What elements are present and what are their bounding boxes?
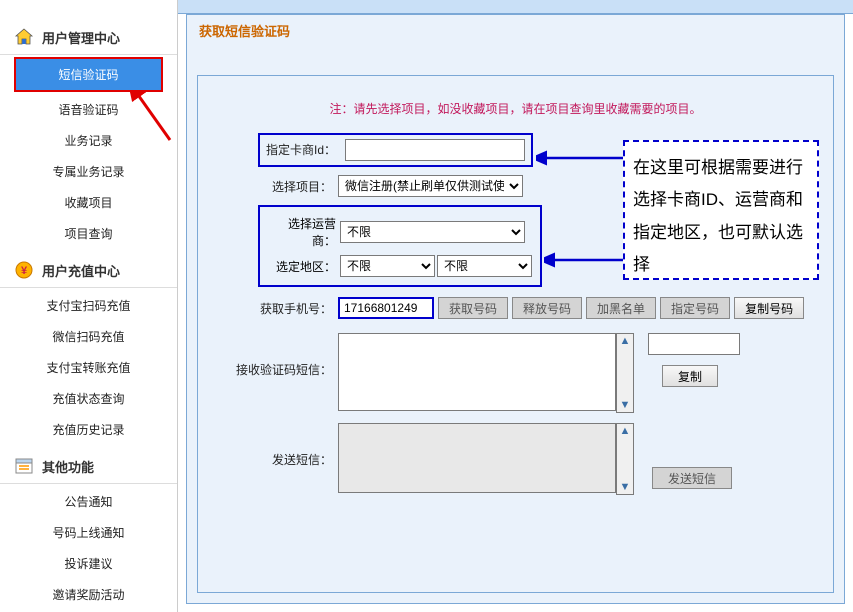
region-select-b[interactable]: 不限 <box>437 255 532 277</box>
menu-number-online[interactable]: 号码上线通知 <box>0 517 177 548</box>
panel-title: 获取短信验证码 <box>187 15 844 46</box>
section-label: 用户充值中心 <box>42 261 120 280</box>
blacklist-button[interactable]: 加黑名单 <box>586 297 656 319</box>
menu-wechat-scan[interactable]: 微信扫码充值 <box>0 321 177 352</box>
sidebar: 用户管理中心 短信验证码 语音验证码 业务记录 专属业务记录 收藏项目 项目查询… <box>0 0 178 612</box>
inner-panel: 注：请先选择项目，如没收藏项目，请在项目查询里收藏需要的项目。 指定卡商Id： … <box>197 75 834 593</box>
copy-number-button[interactable]: 复制号码 <box>734 297 804 319</box>
menu-recharge-status[interactable]: 充值状态查询 <box>0 383 177 414</box>
window-icon <box>12 455 36 477</box>
project-select[interactable]: 微信注册(禁止刷单仅供测试使 <box>338 175 523 197</box>
label-operator: 选择运营商： <box>268 215 340 249</box>
label-card-id: 指定卡商Id： <box>266 143 342 157</box>
help-text: 在这里可根据需要进行选择卡商ID、运营商和指定地区，也可默认选择 <box>633 158 803 274</box>
send-sms-textarea[interactable] <box>338 423 616 493</box>
menu-biz-record[interactable]: 业务记录 <box>0 125 177 156</box>
house-icon <box>12 26 36 48</box>
scroll-down-icon: ▼ <box>620 480 631 494</box>
menu-favorites[interactable]: 收藏项目 <box>0 187 177 218</box>
label-project: 选择项目： <box>198 178 338 195</box>
get-number-button[interactable]: 获取号码 <box>438 297 508 319</box>
specify-number-button[interactable]: 指定号码 <box>660 297 730 319</box>
menu-complaint[interactable]: 投诉建议 <box>0 548 177 579</box>
menu-recharge-history[interactable]: 充值历史记录 <box>0 414 177 445</box>
active-highlight-box: 短信验证码 <box>14 57 163 92</box>
label-region: 选定地区： <box>268 258 340 275</box>
scrollbar[interactable]: ▲ ▼ <box>616 423 634 495</box>
section-user-mgmt: 用户管理中心 <box>0 20 177 55</box>
menu-project-query[interactable]: 项目查询 <box>0 218 177 249</box>
phone-input[interactable] <box>338 297 434 319</box>
content-panel: 获取短信验证码 注：请先选择项目，如没收藏项目，请在项目查询里收藏需要的项目。 … <box>186 14 845 604</box>
top-bar <box>178 0 853 14</box>
copy-button[interactable]: 复制 <box>662 365 718 387</box>
operator-region-highlight: 选择运营商： 不限 选定地区： 不限 不限 <box>258 205 542 287</box>
help-callout: 在这里可根据需要进行选择卡商ID、运营商和指定地区，也可默认选择 <box>623 140 819 280</box>
copy-target-input[interactable] <box>648 333 740 355</box>
menu-alipay-scan[interactable]: 支付宝扫码充值 <box>0 290 177 321</box>
label-get-phone: 获取手机号： <box>198 300 338 317</box>
section-recharge: ¥ 用户充值中心 <box>0 253 177 288</box>
send-sms-button[interactable]: 发送短信 <box>652 467 732 489</box>
menu-alipay-transfer[interactable]: 支付宝转账充值 <box>0 352 177 383</box>
section-label: 用户管理中心 <box>42 28 120 47</box>
menu-announcement[interactable]: 公告通知 <box>0 486 177 517</box>
section-other: 其他功能 <box>0 449 177 484</box>
scroll-up-icon: ▲ <box>620 334 631 348</box>
menu-sms-code[interactable]: 短信验证码 <box>16 59 161 90</box>
scroll-up-icon: ▲ <box>620 424 631 438</box>
menu-exclusive-record[interactable]: 专属业务记录 <box>0 156 177 187</box>
notice-text: 注：请先选择项目，如没收藏项目，请在项目查询里收藏需要的项目。 <box>198 76 833 133</box>
label-receive-sms: 接收验证码短信： <box>198 333 338 378</box>
main-area: 获取短信验证码 注：请先选择项目，如没收藏项目，请在项目查询里收藏需要的项目。 … <box>178 0 853 612</box>
coin-icon: ¥ <box>12 259 36 281</box>
svg-text:¥: ¥ <box>21 265 28 277</box>
section-label: 其他功能 <box>42 457 94 476</box>
card-id-input[interactable] <box>345 139 525 161</box>
menu-voice-code[interactable]: 语音验证码 <box>0 94 177 125</box>
scrollbar[interactable]: ▲ ▼ <box>616 333 634 413</box>
region-select-a[interactable]: 不限 <box>340 255 435 277</box>
operator-select[interactable]: 不限 <box>340 221 525 243</box>
menu-invite-reward[interactable]: 邀请奖励活动 <box>0 579 177 610</box>
release-number-button[interactable]: 释放号码 <box>512 297 582 319</box>
card-id-highlight: 指定卡商Id： <box>258 133 533 167</box>
receive-sms-textarea[interactable] <box>338 333 616 411</box>
scroll-down-icon: ▼ <box>620 398 631 412</box>
label-send-sms: 发送短信： <box>198 423 338 468</box>
